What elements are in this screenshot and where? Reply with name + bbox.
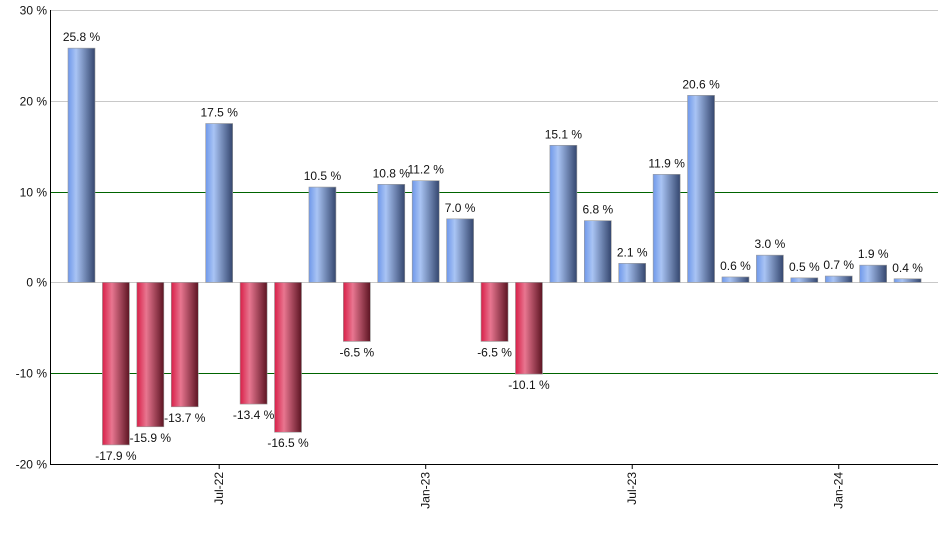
bars: 25.8 % -17.9 % -15.9 % -13.7 % 17.5 % -13.4 %… (63, 30, 923, 463)
bar-negative (136, 282, 165, 428)
data-label: 20.6 % (682, 77, 720, 91)
bar-positive (446, 218, 474, 283)
axes: -20 % -10 % 0 % 10 % 20 % 30 % Jul-22 Jan-23 Jul… (16, 4, 938, 509)
x-tick-label: Jan-24 (832, 472, 846, 509)
bar-positive (618, 263, 647, 283)
data-label: 0.4 % (892, 261, 923, 275)
bar-positive (687, 95, 715, 283)
data-label: -6.5 % (340, 345, 375, 359)
bar-positive (67, 47, 96, 283)
x-tick-label: Jan-23 (419, 472, 433, 509)
data-label: 11.2 % (407, 163, 444, 177)
bar-negative (343, 282, 371, 342)
bar-positive (721, 276, 750, 283)
x-tick-label: Jul-23 (625, 472, 639, 505)
data-label: 11.9 % (648, 156, 685, 170)
data-label: -13.7 % (164, 411, 206, 425)
y-tick-label: 0 % (26, 276, 47, 290)
bar-negative (102, 282, 130, 446)
bar-positive (377, 184, 406, 283)
y-tick-label: -10 % (16, 367, 48, 381)
data-label: 6.8 % (582, 203, 613, 217)
data-label: 10.8 % (373, 166, 411, 180)
bar-positive (308, 186, 337, 283)
y-tick-label: 10 % (20, 186, 48, 200)
y-tick-label: -20 % (16, 458, 48, 472)
data-label: -16.5 % (267, 436, 309, 450)
bar-negative (239, 282, 268, 405)
bar-negative (170, 282, 199, 408)
data-label: -6.5 % (477, 345, 512, 359)
data-label: -15.9 % (130, 431, 172, 445)
bar-negative (515, 282, 543, 375)
data-label: 3.0 % (755, 237, 786, 251)
data-label: 7.0 % (445, 201, 476, 215)
bar-positive (411, 180, 440, 283)
data-label: 1.9 % (858, 247, 889, 261)
data-label: 10.5 % (304, 169, 342, 183)
bar-positive (756, 254, 784, 283)
bar-positive (583, 220, 612, 283)
data-label: 2.1 % (617, 245, 648, 259)
data-label: 25.8 % (63, 30, 101, 44)
data-label: -17.9 % (95, 449, 137, 463)
y-tick-label: 30 % (20, 4, 48, 18)
data-label: 0.6 % (720, 259, 751, 273)
bar-negative (480, 282, 509, 342)
data-label: 15.1 % (545, 127, 583, 141)
bar-positive (549, 144, 578, 283)
bar-positive (893, 278, 922, 283)
bar-positive (859, 264, 887, 283)
y-tick-label: 20 % (20, 95, 48, 109)
x-tick-label: Jul-22 (212, 472, 226, 505)
bar-positive (652, 174, 681, 283)
data-label: 0.7 % (823, 258, 854, 272)
bar-positive (790, 277, 819, 283)
data-label: -13.4 % (233, 408, 275, 422)
data-label: 17.5 % (201, 106, 239, 120)
bar-positive (205, 123, 233, 283)
data-label: 0.5 % (789, 260, 820, 274)
data-label: -10.1 % (508, 378, 550, 392)
bar-negative (274, 282, 302, 433)
bar-positive (824, 275, 853, 283)
